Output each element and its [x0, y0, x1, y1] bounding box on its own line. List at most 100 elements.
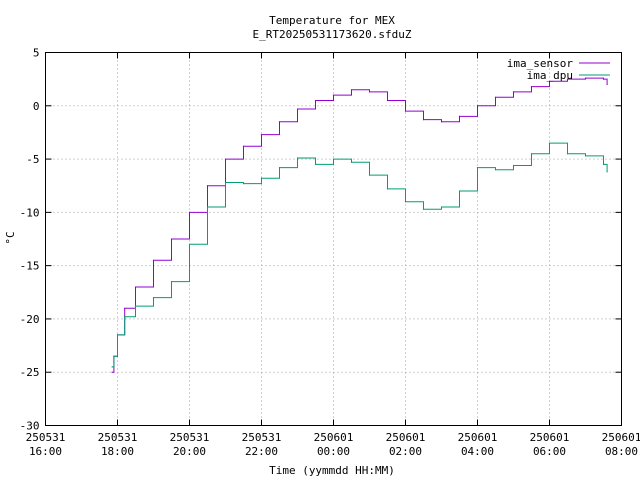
series-line-ima_dpu [112, 142, 608, 368]
data-point-ima_dpu [224, 181, 227, 184]
data-point-ima_sensor [188, 211, 191, 213]
data-point-ima_sensor [224, 158, 227, 160]
data-point-ima_dpu [584, 155, 587, 157]
data-point-ima_dpu [332, 158, 335, 160]
data-point-ima_sensor [476, 105, 479, 107]
legend-label: ima_dpu [527, 69, 573, 82]
legend-label: ima_sensor [507, 57, 574, 70]
x-axis-label: Time (yymmdd HH:MM) [269, 464, 395, 477]
data-point-ima_dpu [314, 163, 317, 165]
plot-frame [45, 52, 622, 426]
data-point-ima_dpu [494, 169, 497, 171]
data-point-ima_sensor [386, 99, 389, 102]
data-point-ima_sensor [512, 91, 515, 93]
data-point-ima_sensor [260, 134, 263, 136]
data-point-ima_sensor [242, 145, 245, 147]
series-line-ima_sensor [112, 77, 608, 373]
x-tick-date-label: 250601 [602, 431, 640, 444]
y-tick-label: -15 [20, 260, 40, 273]
x-tick-date-label: 250531 [26, 431, 66, 444]
data-point-ima_dpu [440, 206, 443, 208]
x-tick-date-label: 250601 [530, 431, 570, 444]
data-point-ima_dpu [296, 157, 299, 159]
x-tick-date-label: 250601 [314, 431, 354, 444]
y-tick-label: -25 [20, 366, 40, 379]
data-point-ima_sensor [422, 119, 425, 121]
data-point-ima_sensor [368, 91, 371, 93]
axis-ticks: -30-25-20-15-10-50525053116:0025053118:0… [20, 47, 640, 459]
data-point-ima_dpu [278, 167, 281, 169]
data-point-ima_sensor [606, 83, 608, 86]
data-point-ima_dpu [458, 190, 461, 192]
data-point-ima_dpu [152, 297, 155, 299]
x-tick-time-label: 16:00 [29, 445, 62, 458]
data-point-ima_sensor [566, 78, 569, 80]
data-point-ima_sensor [134, 286, 137, 288]
data-point-ima_dpu [134, 305, 137, 307]
data-point-ima_dpu [548, 142, 551, 144]
y-tick-label: -20 [20, 313, 40, 326]
data-point-ima_dpu [602, 163, 605, 165]
x-tick-time-label: 00:00 [317, 445, 350, 458]
x-tick-time-label: 22:00 [245, 445, 278, 458]
data-point-ima_dpu [116, 334, 119, 336]
data-point-ima_dpu [422, 208, 425, 210]
x-tick-date-label: 250601 [386, 431, 426, 444]
data-point-ima_sensor [404, 110, 407, 112]
x-tick-time-label: 18:00 [101, 445, 134, 458]
data-point-ima_sensor [584, 77, 587, 79]
chart-title: Temperature for MEX [269, 14, 395, 27]
data-point-ima_dpu [404, 201, 407, 203]
x-tick-time-label: 20:00 [173, 445, 206, 458]
data-point-ima_dpu [260, 177, 263, 179]
data-point-ima_sensor [111, 371, 113, 373]
data-point-ima_dpu [111, 366, 113, 368]
y-tick-label: 0 [33, 100, 40, 113]
data-point-ima_sensor [332, 94, 335, 96]
data-point-ima_dpu [188, 243, 191, 245]
x-tick-date-label: 250531 [170, 431, 210, 444]
data-point-ima_dpu [512, 164, 515, 167]
x-tick-time-label: 06:00 [533, 445, 566, 458]
data-point-ima_sensor [278, 121, 281, 123]
x-tick-time-label: 02:00 [389, 445, 422, 458]
data-point-ima_dpu [206, 206, 209, 208]
data-point-ima_sensor [206, 185, 209, 187]
grid-lines [45, 52, 622, 426]
data-point-ima_dpu [242, 183, 245, 185]
data-point-ima_sensor [314, 99, 317, 102]
x-tick-time-label: 04:00 [461, 445, 494, 458]
data-point-ima_sensor [530, 86, 533, 88]
data-point-ima_dpu [124, 316, 126, 318]
y-axis-label: °C [4, 231, 17, 244]
data-point-ima_sensor [152, 259, 155, 261]
data-point-ima_sensor [494, 96, 497, 98]
data-point-ima_dpu [170, 281, 173, 283]
y-tick-label: -5 [26, 153, 39, 166]
chart-subtitle: E_RT20250531173620.sfduZ [253, 28, 412, 41]
x-tick-time-label: 08:00 [605, 445, 638, 458]
y-tick-label: -30 [20, 420, 40, 433]
data-point-ima_dpu [530, 153, 533, 155]
data-point-ima_dpu [476, 167, 479, 169]
data-point-ima_sensor [440, 121, 443, 123]
x-tick-date-label: 250531 [98, 431, 138, 444]
data-point-ima_sensor [602, 78, 605, 80]
y-tick-label: 5 [33, 47, 40, 60]
x-tick-date-label: 250531 [242, 431, 282, 444]
data-point-ima_sensor [350, 89, 353, 91]
data-point-ima_sensor [170, 238, 173, 240]
data-point-ima_dpu [113, 355, 115, 357]
y-tick-label: -10 [20, 206, 40, 219]
series-lines [111, 77, 608, 373]
data-point-ima_dpu [350, 161, 353, 163]
x-tick-date-label: 250601 [458, 431, 498, 444]
data-point-ima_sensor [458, 115, 461, 117]
data-point-ima_dpu [386, 188, 389, 190]
data-point-ima_sensor [296, 108, 299, 110]
data-point-ima_sensor [548, 80, 551, 82]
data-point-ima_dpu [368, 174, 371, 176]
